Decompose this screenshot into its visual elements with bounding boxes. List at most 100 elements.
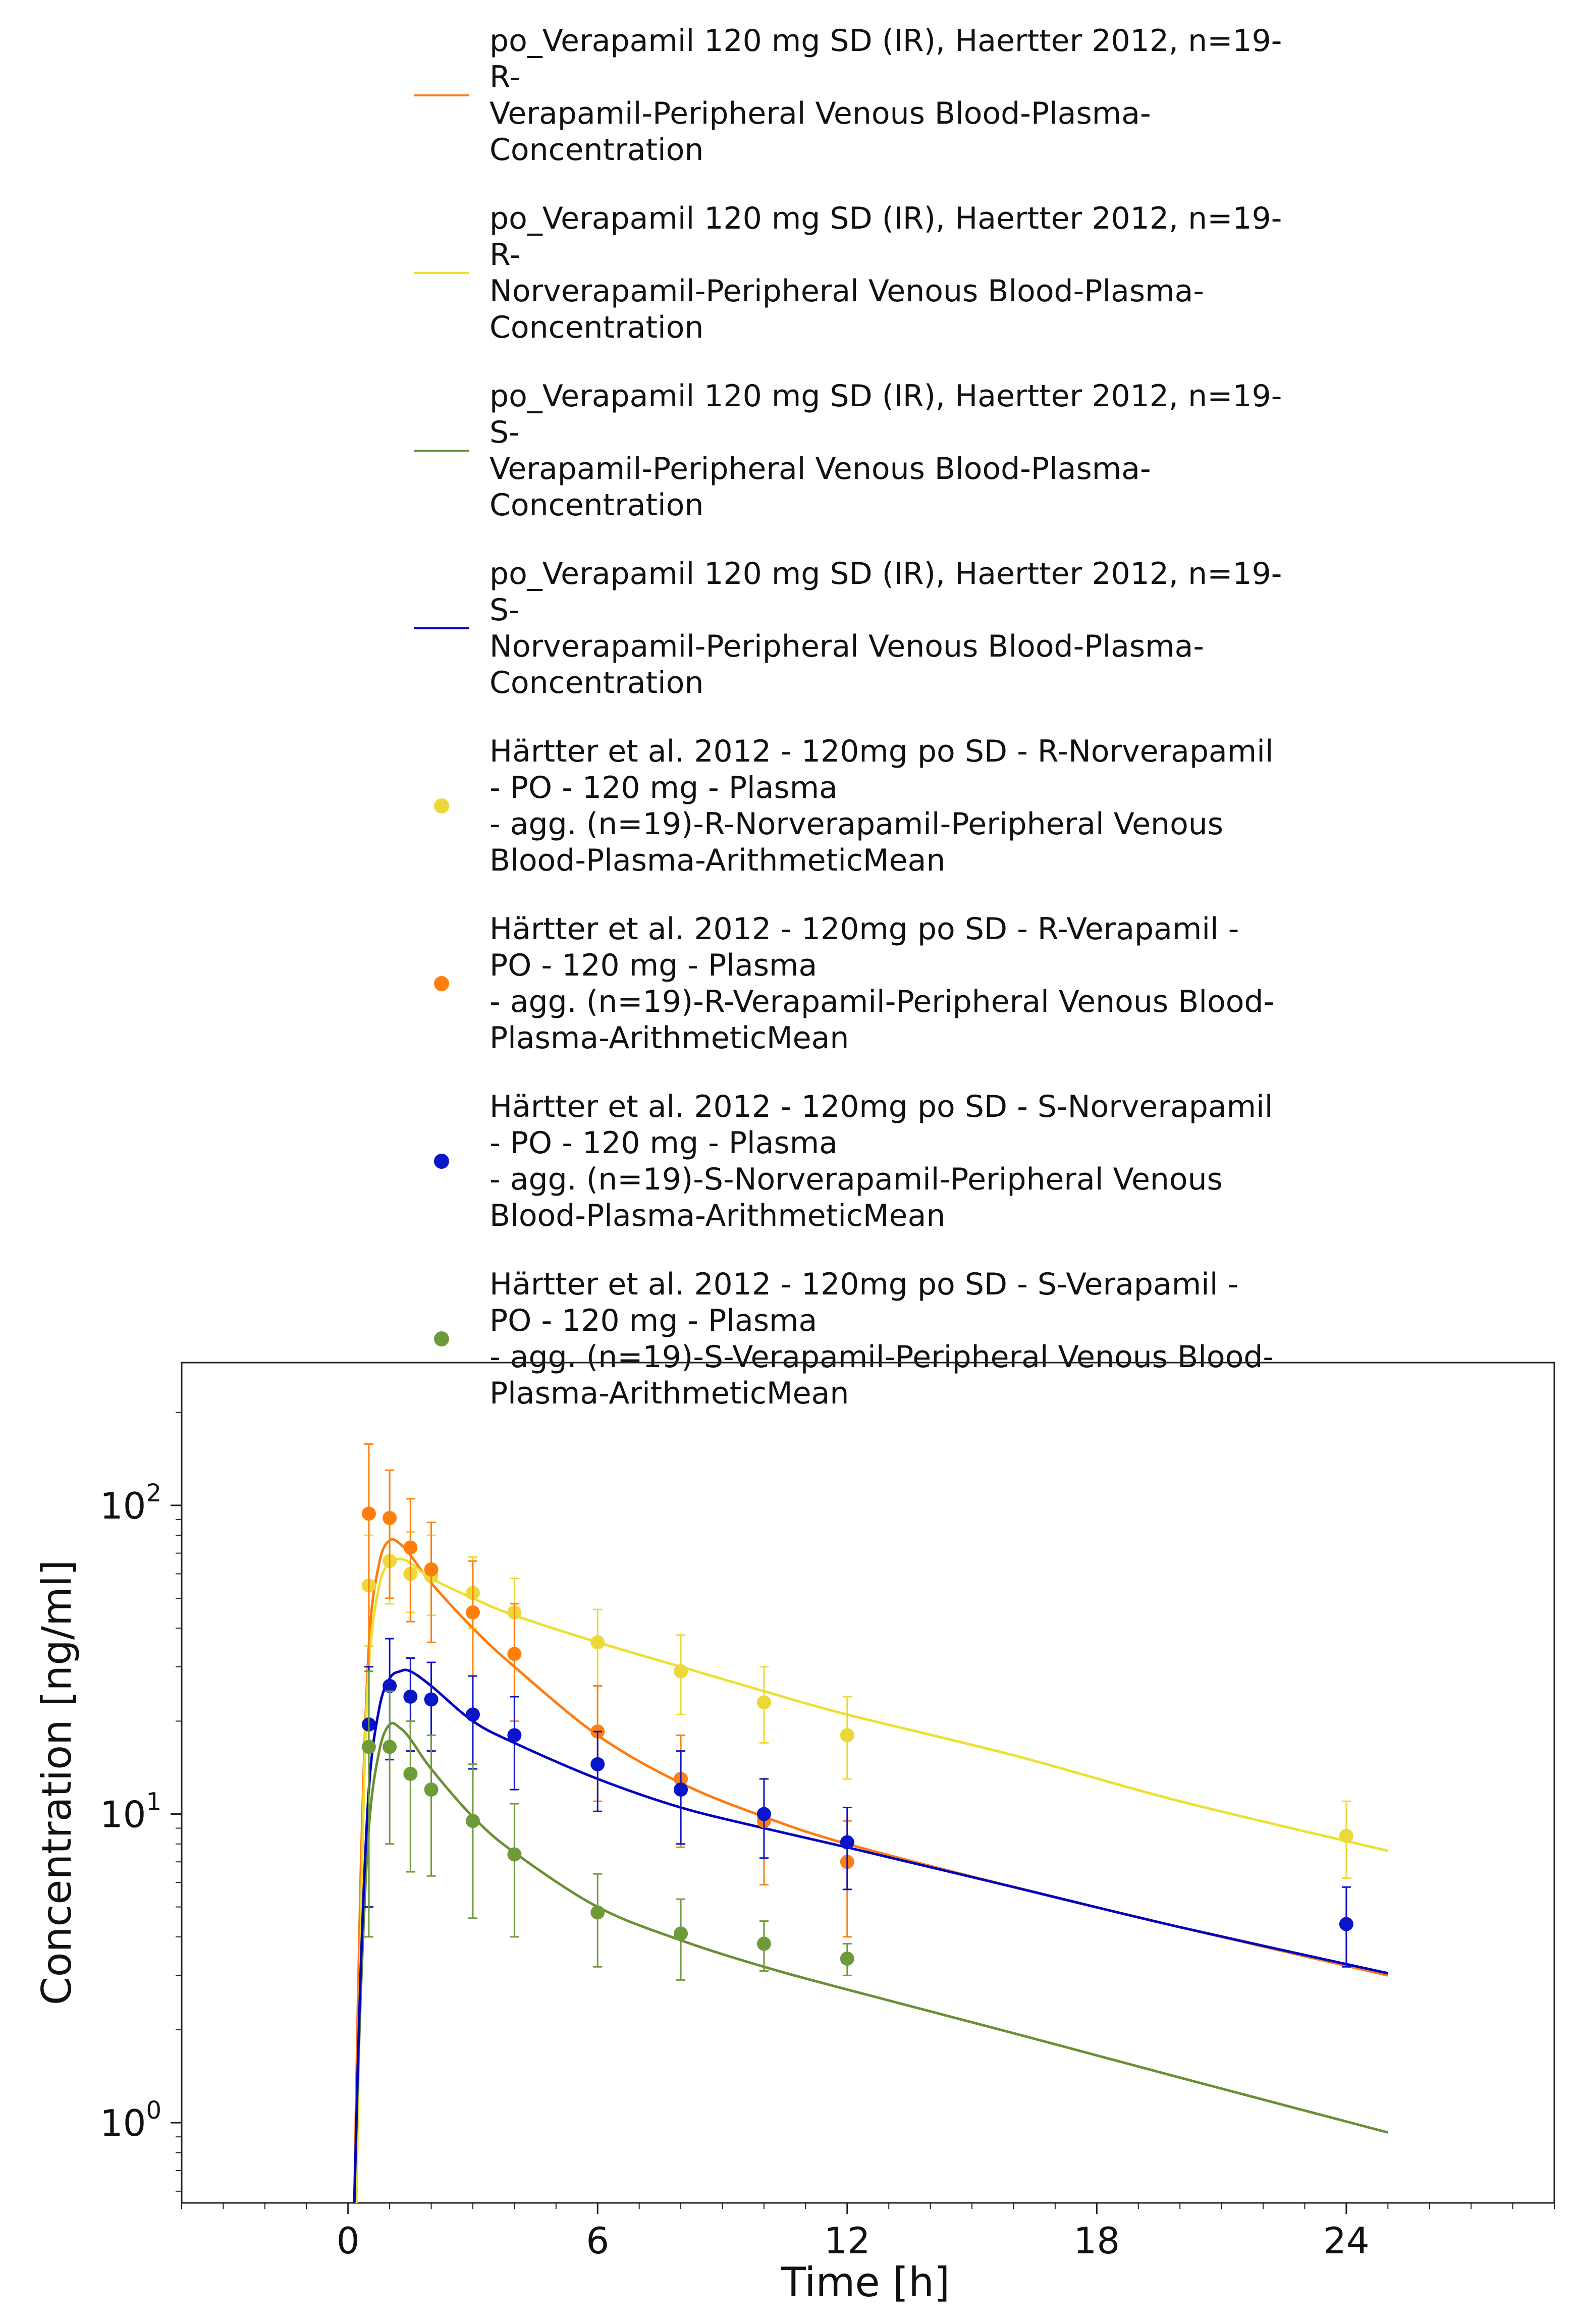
data-point bbox=[424, 1734, 439, 1877]
data-marker bbox=[361, 1506, 376, 1521]
legend-label: Härtter et al. 2012 - 120mg po SD - S-Ve… bbox=[490, 1267, 1274, 1411]
series-line-2 bbox=[353, 1721, 1388, 2203]
data-point bbox=[403, 1720, 418, 1873]
legend-label: Härtter et al. 2012 - 120mg po SD - R-No… bbox=[490, 734, 1274, 878]
series-lines bbox=[353, 1538, 1388, 2203]
data-marker bbox=[590, 1635, 605, 1650]
legend-label: Härtter et al. 2012 - 120mg po SD - R-Ve… bbox=[490, 911, 1275, 1056]
data-point bbox=[383, 1469, 397, 1599]
data-point bbox=[590, 1873, 605, 1968]
data-marker bbox=[590, 1905, 605, 1920]
data-marker bbox=[361, 1740, 376, 1754]
data-point bbox=[361, 1670, 376, 1938]
data-marker bbox=[424, 1562, 439, 1577]
data-marker bbox=[507, 1647, 522, 1661]
legend-marker-swatch bbox=[434, 798, 449, 814]
x-tick-label: 12 bbox=[824, 2220, 871, 2262]
data-marker bbox=[383, 1679, 397, 1693]
legend-item: Härtter et al. 2012 - 120mg po SD - S-No… bbox=[414, 1089, 1373, 1234]
legend-line-swatch bbox=[414, 627, 469, 629]
data-marker bbox=[674, 1664, 688, 1679]
data-marker bbox=[465, 1605, 480, 1619]
data-marker bbox=[403, 1540, 418, 1555]
data-point bbox=[756, 1920, 771, 1972]
series-points bbox=[361, 1443, 1353, 1981]
data-marker bbox=[756, 1936, 771, 1951]
legend-item: po_Verapamil 120 mg SD (IR), Haertter 20… bbox=[414, 23, 1373, 168]
data-marker bbox=[424, 1782, 439, 1797]
data-point bbox=[465, 1560, 480, 1677]
data-point bbox=[1339, 1886, 1353, 1968]
legend-item: Härtter et al. 2012 - 120mg po SD - R-Ve… bbox=[414, 911, 1373, 1056]
legend-label: po_Verapamil 120 mg SD (IR), Haertter 20… bbox=[490, 23, 1282, 168]
legend-marker-swatch bbox=[434, 1154, 449, 1169]
data-marker bbox=[756, 1807, 771, 1821]
x-axis-ticks: 0 6 12 18 24 bbox=[337, 2203, 1370, 2262]
x-minor-ticks bbox=[181, 2203, 1555, 2209]
x-tick-label: 6 bbox=[586, 2220, 609, 2262]
series-line-3 bbox=[353, 1668, 1388, 2203]
data-marker bbox=[383, 1510, 397, 1525]
legend-label: po_Verapamil 120 mg SD (IR), Haertter 20… bbox=[490, 379, 1282, 523]
y-tick-label: 101 bbox=[100, 1788, 161, 1836]
data-point bbox=[840, 1943, 854, 1976]
data-point bbox=[507, 1803, 522, 1938]
data-marker bbox=[465, 1814, 480, 1828]
data-marker bbox=[674, 1782, 688, 1797]
legend-label: Härtter et al. 2012 - 120mg po SD - S-No… bbox=[490, 1089, 1273, 1233]
data-point bbox=[590, 1731, 605, 1812]
legend-marker-swatch bbox=[434, 1331, 449, 1346]
legend-label: po_Verapamil 120 mg SD (IR), Haertter 20… bbox=[490, 201, 1282, 345]
data-marker bbox=[840, 1728, 854, 1743]
x-axis-label: Time [h] bbox=[781, 2259, 950, 2306]
data-marker bbox=[424, 1692, 439, 1707]
legend-marker-swatch bbox=[434, 976, 449, 991]
legend: po_Verapamil 120 mg SD (IR), Haertter 20… bbox=[414, 23, 1373, 1444]
data-point bbox=[840, 1696, 854, 1780]
data-point bbox=[1339, 1800, 1353, 1879]
legend-line-swatch bbox=[414, 272, 469, 274]
plot-frame bbox=[181, 1362, 1555, 2204]
legend-item: po_Verapamil 120 mg SD (IR), Haertter 20… bbox=[414, 200, 1373, 346]
legend-item: po_Verapamil 120 mg SD (IR), Haertter 20… bbox=[414, 556, 1373, 701]
x-tick-label: 0 bbox=[337, 2220, 360, 2262]
y-axis-label: Concentration [ng/ml] bbox=[33, 1560, 80, 2005]
data-point bbox=[674, 1750, 688, 1845]
legend-item: Härtter et al. 2012 - 120mg po SD - R-No… bbox=[414, 733, 1373, 879]
data-marker bbox=[1339, 1828, 1353, 1843]
y-tick-label: 102 bbox=[100, 1479, 161, 1527]
data-point bbox=[361, 1443, 376, 1668]
data-marker bbox=[403, 1766, 418, 1781]
x-tick-label: 24 bbox=[1323, 2220, 1370, 2262]
data-point bbox=[507, 1696, 522, 1791]
data-marker bbox=[840, 1952, 854, 1966]
data-point bbox=[674, 1898, 688, 1981]
legend-item: po_Verapamil 120 mg SD (IR), Haertter 20… bbox=[414, 378, 1373, 523]
data-marker bbox=[756, 1695, 771, 1710]
data-marker bbox=[465, 1707, 480, 1722]
series-line-0 bbox=[353, 1538, 1388, 2203]
data-marker bbox=[507, 1847, 522, 1862]
y-tick-label: 100 bbox=[100, 2096, 161, 2144]
data-point bbox=[756, 1778, 771, 1859]
data-marker bbox=[590, 1757, 605, 1771]
data-marker bbox=[840, 1835, 854, 1850]
data-marker bbox=[507, 1728, 522, 1743]
data-point bbox=[465, 1675, 480, 1770]
legend-label: po_Verapamil 120 mg SD (IR), Haertter 20… bbox=[490, 556, 1282, 700]
data-point bbox=[383, 1690, 397, 1845]
data-marker bbox=[1339, 1917, 1353, 1931]
data-point bbox=[674, 1634, 688, 1715]
y-axis-ticks: 100 101 102 bbox=[100, 1412, 182, 2192]
data-marker bbox=[383, 1740, 397, 1754]
data-point bbox=[756, 1666, 771, 1744]
legend-line-swatch bbox=[414, 450, 469, 452]
data-point bbox=[840, 1807, 854, 1890]
data-point bbox=[590, 1608, 605, 1687]
x-tick-label: 18 bbox=[1074, 2220, 1120, 2262]
legend-line-swatch bbox=[414, 94, 469, 96]
chart: 0 6 12 18 24 100 101 102 Time [h] Concentratio… bbox=[33, 1362, 1555, 2306]
data-point bbox=[465, 1763, 480, 1919]
data-marker bbox=[674, 1926, 688, 1941]
legend-item: Härtter et al. 2012 - 120mg po SD - S-Ve… bbox=[414, 1266, 1373, 1412]
